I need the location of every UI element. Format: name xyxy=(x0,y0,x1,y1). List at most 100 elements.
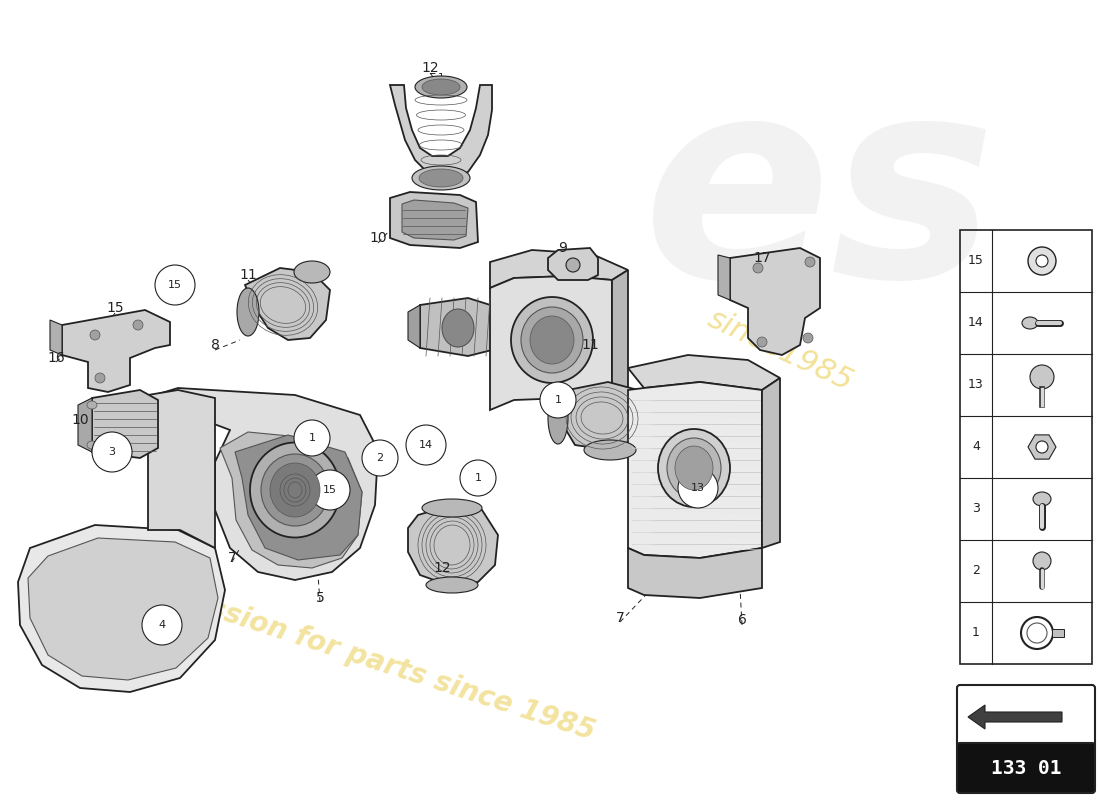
Text: 15: 15 xyxy=(968,254,983,267)
Circle shape xyxy=(460,460,496,496)
Circle shape xyxy=(92,432,132,472)
Polygon shape xyxy=(762,378,780,548)
Text: 14: 14 xyxy=(968,317,983,330)
Text: 7: 7 xyxy=(616,611,625,625)
Circle shape xyxy=(540,382,576,418)
Circle shape xyxy=(1036,441,1048,453)
Polygon shape xyxy=(28,538,218,680)
Ellipse shape xyxy=(415,76,468,98)
Text: 8: 8 xyxy=(210,338,219,352)
Circle shape xyxy=(805,257,815,267)
Circle shape xyxy=(155,265,195,305)
Polygon shape xyxy=(560,382,648,450)
Ellipse shape xyxy=(426,577,478,593)
Ellipse shape xyxy=(667,438,721,498)
Circle shape xyxy=(95,373,104,383)
Circle shape xyxy=(133,320,143,330)
Text: 14: 14 xyxy=(419,440,433,450)
Polygon shape xyxy=(718,255,730,300)
Text: 13: 13 xyxy=(691,483,705,493)
Text: a passion for parts since 1985: a passion for parts since 1985 xyxy=(141,574,598,746)
Text: 7: 7 xyxy=(228,551,236,565)
Ellipse shape xyxy=(236,288,258,336)
Ellipse shape xyxy=(521,307,583,373)
Text: 10: 10 xyxy=(72,413,89,427)
Polygon shape xyxy=(490,276,612,410)
Ellipse shape xyxy=(87,441,97,449)
Polygon shape xyxy=(1028,435,1056,459)
Circle shape xyxy=(142,605,182,645)
Text: 133 01: 133 01 xyxy=(991,758,1062,778)
Text: 9: 9 xyxy=(559,241,568,255)
Ellipse shape xyxy=(512,297,593,383)
Text: es: es xyxy=(644,65,997,335)
Text: 3: 3 xyxy=(109,447,116,457)
Ellipse shape xyxy=(87,401,97,409)
Circle shape xyxy=(1036,255,1048,267)
Text: 1: 1 xyxy=(554,395,561,405)
Text: 11: 11 xyxy=(239,268,257,282)
Polygon shape xyxy=(92,390,158,458)
Text: 17: 17 xyxy=(754,251,771,265)
Text: 12: 12 xyxy=(433,561,451,575)
Text: 4: 4 xyxy=(972,441,980,454)
Ellipse shape xyxy=(294,261,330,283)
Text: 15: 15 xyxy=(107,301,124,315)
Ellipse shape xyxy=(548,392,568,444)
Polygon shape xyxy=(420,298,500,356)
Text: 1: 1 xyxy=(972,626,980,639)
Polygon shape xyxy=(220,432,362,568)
Ellipse shape xyxy=(422,499,482,517)
Polygon shape xyxy=(628,355,780,390)
Text: 13: 13 xyxy=(968,378,983,391)
Polygon shape xyxy=(548,248,598,280)
Text: 6: 6 xyxy=(738,613,747,627)
Circle shape xyxy=(90,330,100,340)
Polygon shape xyxy=(408,305,420,348)
Ellipse shape xyxy=(1033,492,1050,506)
Circle shape xyxy=(754,263,763,273)
Circle shape xyxy=(294,420,330,456)
Circle shape xyxy=(1030,365,1054,389)
Circle shape xyxy=(406,425,446,465)
Text: A: A xyxy=(97,585,140,645)
Polygon shape xyxy=(408,505,498,585)
Text: 15: 15 xyxy=(168,280,182,290)
Ellipse shape xyxy=(419,169,463,187)
Polygon shape xyxy=(235,435,362,560)
Polygon shape xyxy=(50,320,62,355)
Polygon shape xyxy=(145,388,378,580)
FancyBboxPatch shape xyxy=(957,743,1094,793)
Polygon shape xyxy=(78,398,92,452)
Polygon shape xyxy=(490,250,628,288)
Text: 2: 2 xyxy=(376,453,384,463)
Ellipse shape xyxy=(412,166,470,190)
Ellipse shape xyxy=(1022,317,1038,329)
Polygon shape xyxy=(148,390,214,548)
Ellipse shape xyxy=(658,429,730,507)
Text: 16: 16 xyxy=(47,351,65,365)
Polygon shape xyxy=(968,705,1062,729)
Ellipse shape xyxy=(584,440,636,460)
Ellipse shape xyxy=(270,463,320,517)
Ellipse shape xyxy=(250,442,340,538)
Ellipse shape xyxy=(675,446,713,490)
Text: 1: 1 xyxy=(308,433,316,443)
Circle shape xyxy=(803,333,813,343)
Ellipse shape xyxy=(422,79,460,95)
Ellipse shape xyxy=(261,454,329,526)
Text: 11: 11 xyxy=(581,338,598,352)
Text: 3: 3 xyxy=(972,502,980,515)
Text: since1985: since1985 xyxy=(703,304,857,396)
Circle shape xyxy=(310,470,350,510)
Text: 15: 15 xyxy=(323,485,337,495)
Polygon shape xyxy=(730,248,820,355)
Bar xyxy=(1052,629,1064,637)
Ellipse shape xyxy=(442,309,474,347)
Text: 12: 12 xyxy=(421,61,439,75)
Polygon shape xyxy=(62,310,170,392)
Text: 5: 5 xyxy=(316,591,324,605)
Text: 1: 1 xyxy=(474,473,482,483)
Ellipse shape xyxy=(566,258,580,272)
Polygon shape xyxy=(628,548,762,598)
